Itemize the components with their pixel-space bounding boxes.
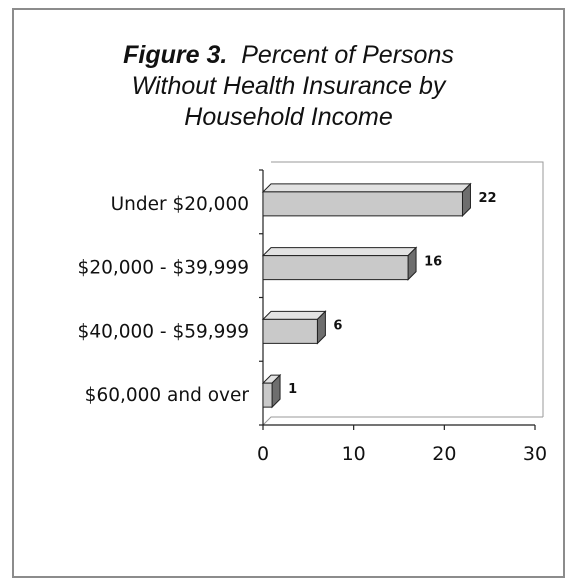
category-label: $60,000 and over bbox=[85, 385, 250, 406]
bar-top-face bbox=[261, 310, 327, 320]
category-label: Under $20,000 bbox=[111, 194, 249, 215]
bar-front-face bbox=[262, 318, 318, 344]
chart-title: Figure 3. Percent of Persons Without Hea… bbox=[12, 40, 565, 133]
bar-top-face bbox=[261, 247, 418, 257]
bar-front-face bbox=[262, 255, 409, 281]
data-label: 6 bbox=[333, 318, 342, 333]
data-label: 1 bbox=[288, 382, 297, 397]
bar bbox=[261, 310, 327, 345]
bar-front-face bbox=[262, 382, 273, 408]
bar-top-face bbox=[261, 183, 472, 193]
bars bbox=[261, 182, 472, 409]
bar bbox=[261, 373, 282, 409]
plot-floor bbox=[262, 416, 543, 426]
plot-back-wall bbox=[271, 161, 544, 417]
bar-chart: Under $20,000 $20,000 - $39,999 $40,000 - … bbox=[78, 161, 547, 465]
category-labels: Under $20,000 $20,000 - $39,999 $40,000 - … bbox=[78, 194, 250, 406]
tick-labels: 0 10 20 30 bbox=[257, 443, 547, 465]
data-label: 22 bbox=[478, 191, 496, 206]
x-tick-label: 20 bbox=[432, 443, 456, 465]
axes bbox=[259, 161, 544, 430]
x-tick-label: 10 bbox=[342, 443, 366, 465]
bar bbox=[261, 246, 418, 281]
x-tick-label: 0 bbox=[257, 443, 269, 465]
figure-number: Figure 3. bbox=[123, 41, 228, 69]
title-text-1: Percent of Persons bbox=[241, 41, 454, 69]
bar-front-face bbox=[262, 191, 463, 217]
data-label: 16 bbox=[424, 255, 442, 270]
category-label: $40,000 - $59,999 bbox=[78, 321, 249, 342]
title-line-3: Household Income bbox=[184, 103, 393, 131]
x-tick-label: 30 bbox=[523, 443, 547, 465]
title-line-1: Figure 3. Percent of Persons bbox=[12, 40, 565, 71]
category-label: $20,000 - $39,999 bbox=[78, 258, 249, 279]
title-line-2: Without Health Insurance by bbox=[131, 72, 446, 100]
chart-frame bbox=[12, 8, 565, 578]
data-labels: 22 16 6 1 bbox=[288, 191, 496, 397]
bar bbox=[261, 182, 472, 218]
